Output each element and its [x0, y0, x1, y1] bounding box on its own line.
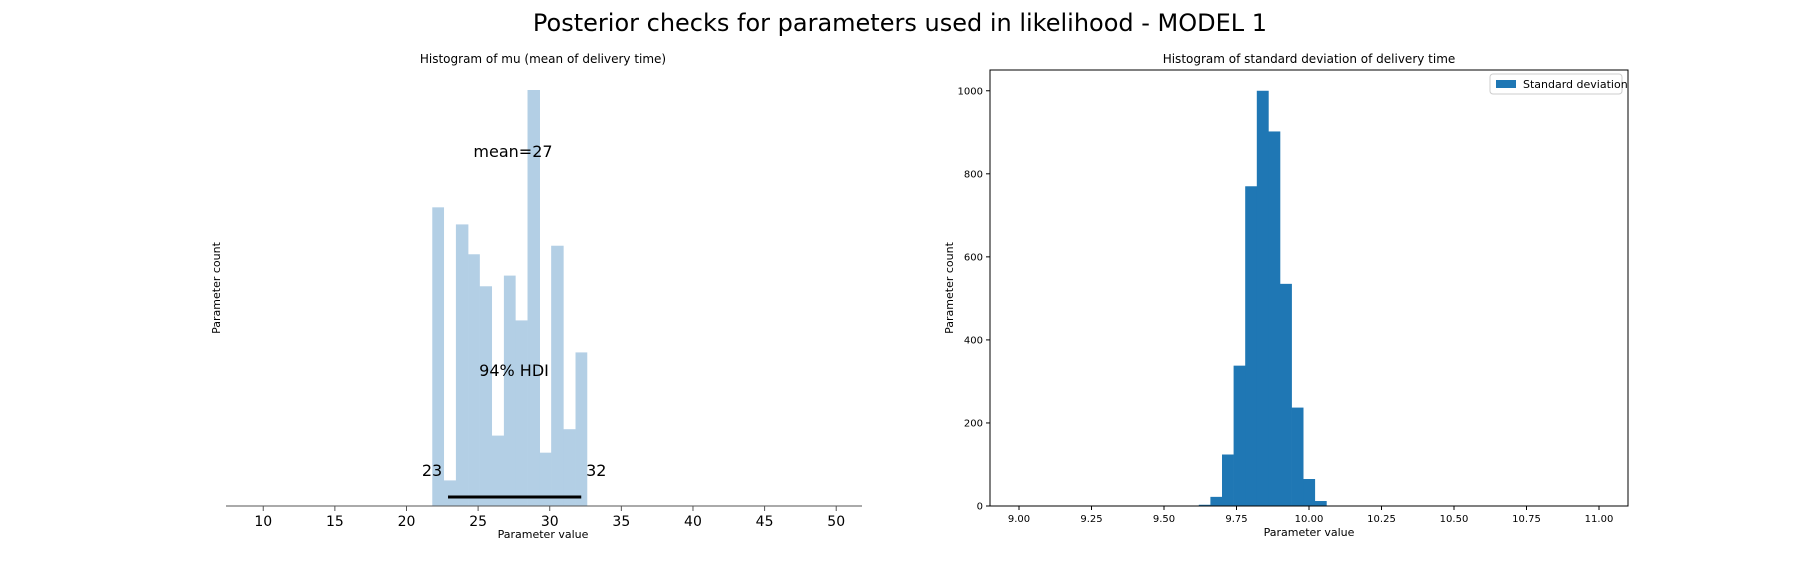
mu-x-tick-label: 25 [469, 514, 487, 530]
mu-bar-1 [443, 480, 457, 506]
mu-x-ticks: 10 15 20 25 30 35 40 45 50 [254, 506, 845, 530]
std-x-tick-label: 9.25 [1080, 514, 1102, 525]
std-y-tick-label: 400 [964, 335, 983, 346]
std-x-tick-label: 10.25 [1367, 514, 1396, 525]
std-x-tick-label: 9.00 [1008, 514, 1030, 525]
mu-x-tick-label: 35 [612, 514, 630, 530]
std-y-tick-label: 1000 [958, 86, 983, 97]
mu-histogram-bars [432, 90, 588, 507]
std-x-tick-label: 9.75 [1225, 514, 1247, 525]
std-x-tick-label: 10.75 [1512, 514, 1541, 525]
mu-x-tick-label: 40 [684, 514, 702, 530]
mu-bar-9 [539, 452, 552, 506]
mu-histogram-title: Histogram of mu (mean of delivery time) [420, 52, 666, 66]
mu-bar-4 [479, 286, 493, 506]
mu-hdi-low-label: 23 [422, 461, 442, 480]
mu-bar-10 [551, 245, 564, 506]
legend-label: Standard deviation [1523, 78, 1628, 91]
mu-x-tick-label: 45 [756, 514, 774, 530]
std-bar-9 [1303, 479, 1316, 506]
std-bar-5 [1256, 90, 1269, 506]
mu-y-axis-label: Parameter count [210, 241, 223, 333]
mu-bar-8 [527, 90, 541, 506]
std-bar-0 [1198, 504, 1211, 506]
legend-box [1489, 73, 1623, 95]
std-y-tick-label: 0 [977, 502, 983, 513]
std-x-tick-label: 11.00 [1585, 514, 1614, 525]
mu-bar-12 [575, 352, 588, 506]
std-bar-6 [1268, 131, 1281, 506]
std-histogram-bars [1198, 90, 1327, 506]
mu-bar-11 [563, 429, 576, 506]
std-x-tick-label: 9.50 [1153, 514, 1175, 525]
mu-x-tick-label: 20 [398, 514, 416, 530]
mu-bar-3 [468, 254, 480, 506]
std-y-ticks: 0 200 400 600 800 1000 [958, 86, 990, 513]
mu-bar-6 [503, 275, 516, 506]
mu-x-tick-label: 10 [254, 514, 272, 530]
std-x-tick-label: 10.50 [1440, 514, 1469, 525]
std-plot-frame [989, 69, 1629, 507]
std-bar-1 [1210, 496, 1223, 506]
mu-hdi-high-label: 32 [586, 461, 606, 480]
mu-hdi-label: 94% HDI [479, 361, 549, 380]
mu-x-axis-label: Parameter value [498, 528, 589, 541]
mu-bar-5 [491, 435, 505, 506]
mu-x-tick-label: 15 [326, 514, 344, 530]
mu-histogram-panel: Histogram of mu (mean of delivery time) … [210, 52, 862, 541]
std-x-axis-label: Parameter value [1264, 526, 1355, 539]
std-bar-4 [1245, 186, 1258, 506]
figure-title: Posterior checks for parameters used in … [533, 9, 1267, 37]
std-x-tick-label: 10.00 [1295, 514, 1324, 525]
mu-x-tick-label: 30 [541, 514, 559, 530]
std-histogram-panel: Histogram of standard deviation of deliv… [943, 52, 1629, 539]
mu-x-tick-label: 50 [827, 514, 845, 530]
std-bar-8 [1291, 407, 1304, 506]
mu-bar-7 [515, 320, 528, 506]
std-x-ticks: 9.00 9.25 9.50 9.75 10.00 10.25 10.50 10.75 11.0… [1008, 506, 1613, 525]
mu-bar-0 [432, 207, 445, 507]
mu-mean-annotation: mean=27 [473, 142, 552, 161]
std-y-tick-label: 600 [964, 252, 983, 263]
std-bar-7 [1280, 283, 1292, 506]
std-bar-10 [1314, 501, 1327, 506]
std-bar-3 [1233, 365, 1246, 506]
legend-swatch [1496, 80, 1516, 88]
std-histogram-title: Histogram of standard deviation of deliv… [1163, 52, 1456, 66]
std-y-axis-label: Parameter count [943, 241, 956, 333]
mu-bar-2 [455, 224, 469, 506]
std-legend: Standard deviation [1489, 73, 1628, 95]
std-y-tick-label: 800 [964, 169, 983, 180]
std-bar-2 [1222, 454, 1234, 506]
std-y-tick-label: 200 [964, 418, 983, 429]
